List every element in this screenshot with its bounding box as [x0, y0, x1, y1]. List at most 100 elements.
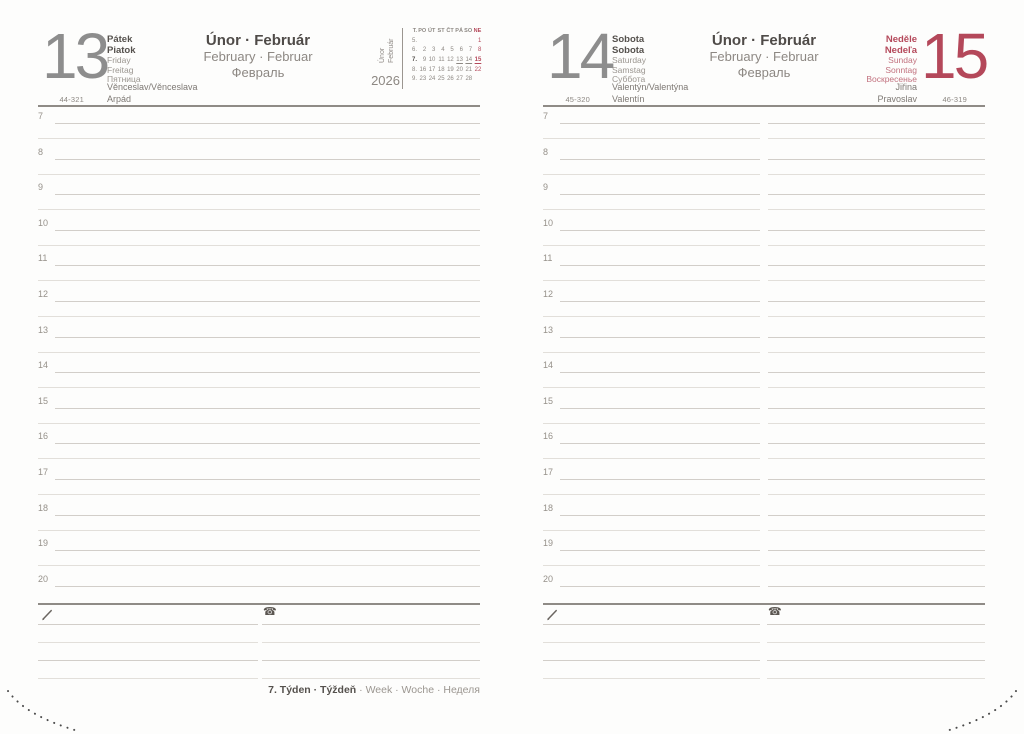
right-month-header: Únor · Február February · Februar Феврал… — [664, 32, 864, 81]
hour-line — [38, 209, 480, 210]
mini-calendar-divider — [402, 28, 403, 89]
mini-cal-day: 23 — [419, 76, 427, 83]
hour-label: 15 — [543, 396, 554, 406]
mini-cal-day: 6 — [459, 47, 463, 54]
day-name-ru: Пятница — [107, 74, 141, 84]
hour-line — [55, 443, 480, 444]
hour-label: 8 — [543, 147, 549, 157]
hour-line — [768, 230, 985, 231]
hour-line — [55, 123, 480, 124]
hour-line — [38, 174, 480, 175]
mini-cal-day-header: SO — [464, 28, 473, 34]
hour-line — [768, 479, 985, 480]
hour-label: 9 — [38, 182, 44, 192]
hour-line — [543, 245, 760, 246]
hour-line — [768, 494, 985, 495]
notes-line — [543, 678, 760, 679]
mini-cal-day: 18 — [437, 66, 445, 73]
mini-cal-day — [445, 37, 454, 47]
hour-line — [38, 530, 480, 531]
notes-line — [543, 642, 760, 643]
mini-cal-day: 5 — [450, 47, 454, 54]
hour-line — [768, 530, 985, 531]
hour-line — [768, 387, 985, 388]
mini-cal-day: 25 — [437, 76, 445, 83]
hour-line — [543, 565, 760, 566]
right-header-rule — [543, 105, 985, 107]
hour-line — [38, 458, 480, 459]
year-label: 2026 — [371, 73, 400, 88]
phone-icon: ☎ — [263, 605, 277, 618]
saturday-day-ordinal: 45-320 — [565, 95, 590, 104]
notes-line — [262, 642, 480, 643]
mini-cal-day: 14 — [465, 57, 473, 64]
hour-label: 18 — [543, 503, 554, 513]
hour-label: 8 — [38, 147, 44, 157]
hour-line — [543, 352, 760, 353]
hour-label: 10 — [38, 218, 49, 228]
mini-cal-day-header: ÚT — [428, 28, 436, 34]
notes-line — [767, 678, 985, 679]
name-day-cz: Jiřina — [895, 82, 917, 92]
notes-line — [262, 624, 480, 625]
day-name-sk: Sobota — [612, 45, 645, 56]
hour-line — [768, 586, 985, 587]
day-name-en: Sunday — [888, 55, 917, 65]
mini-cal-day: 13 — [456, 57, 463, 64]
hour-line — [768, 194, 985, 195]
hour-line — [38, 565, 480, 566]
day-name-de: Sonntag — [885, 64, 917, 75]
mini-cal-day: 28 — [465, 76, 473, 83]
hour-label: 11 — [38, 253, 48, 263]
hour-line — [38, 138, 480, 139]
left-day-number: 13 — [42, 20, 110, 92]
hour-line — [768, 423, 985, 424]
corner-dots-right — [945, 690, 1017, 732]
hour-line — [768, 408, 985, 409]
mini-cal-day: 12 — [447, 57, 454, 64]
mini-cal-day — [426, 37, 435, 47]
mini-cal-week-number: 9. — [411, 76, 417, 83]
hour-label: 15 — [38, 396, 49, 406]
phone-icon: ☎ — [768, 605, 782, 618]
hour-line — [560, 123, 760, 124]
hour-line — [560, 479, 760, 480]
name-day-cz: Valentýn/Valentýna — [612, 82, 689, 92]
name-day-sk: Valentín — [612, 93, 645, 104]
mini-cal-day: 27 — [456, 76, 463, 83]
mini-cal-day: 8 — [477, 47, 482, 54]
notes-line — [262, 678, 480, 679]
mini-cal-day: 7 — [468, 47, 473, 54]
hour-line — [38, 423, 480, 424]
hour-label: 14 — [543, 360, 554, 370]
left-bottom-rule — [38, 603, 480, 605]
hour-line — [768, 174, 985, 175]
month-cz-sk: Únor · Február — [205, 32, 311, 49]
mini-cal-day: 19 — [447, 66, 454, 73]
mini-cal-day: 3 — [432, 47, 436, 54]
mini-cal-day-header: ČT — [446, 28, 454, 34]
hour-label: 17 — [38, 467, 49, 477]
saturday-day-names: Sobota Sobota Saturday Samstag Суббота — [612, 34, 646, 85]
hour-line — [560, 408, 760, 409]
week-footer-rest: · Week · Woche · Неделя — [356, 684, 480, 696]
hour-line — [768, 138, 985, 139]
hour-line — [560, 372, 760, 373]
notes-line — [543, 660, 760, 661]
name-day-sk: Arpád — [107, 93, 132, 104]
day-name-de: Samstag — [612, 64, 646, 75]
hour-line — [543, 174, 760, 175]
mini-cal-day: 22 — [474, 66, 482, 73]
mini-cal-week-number: 6. — [411, 47, 417, 54]
notes-line — [38, 660, 258, 661]
hour-line — [55, 586, 480, 587]
hour-line — [55, 479, 480, 480]
hour-line — [768, 265, 985, 266]
saturday-name-days: Valentýn/Valentýna Valentín — [612, 82, 688, 105]
mini-cal-day: 20 — [456, 66, 463, 73]
mini-cal-day-header: PO — [418, 28, 427, 34]
saturday-hour-grid: 7 8 9 10 11 12 13 14 15 16 17 18 19 20 — [543, 110, 760, 602]
hour-line — [55, 337, 480, 338]
pencil-icon — [40, 608, 54, 622]
